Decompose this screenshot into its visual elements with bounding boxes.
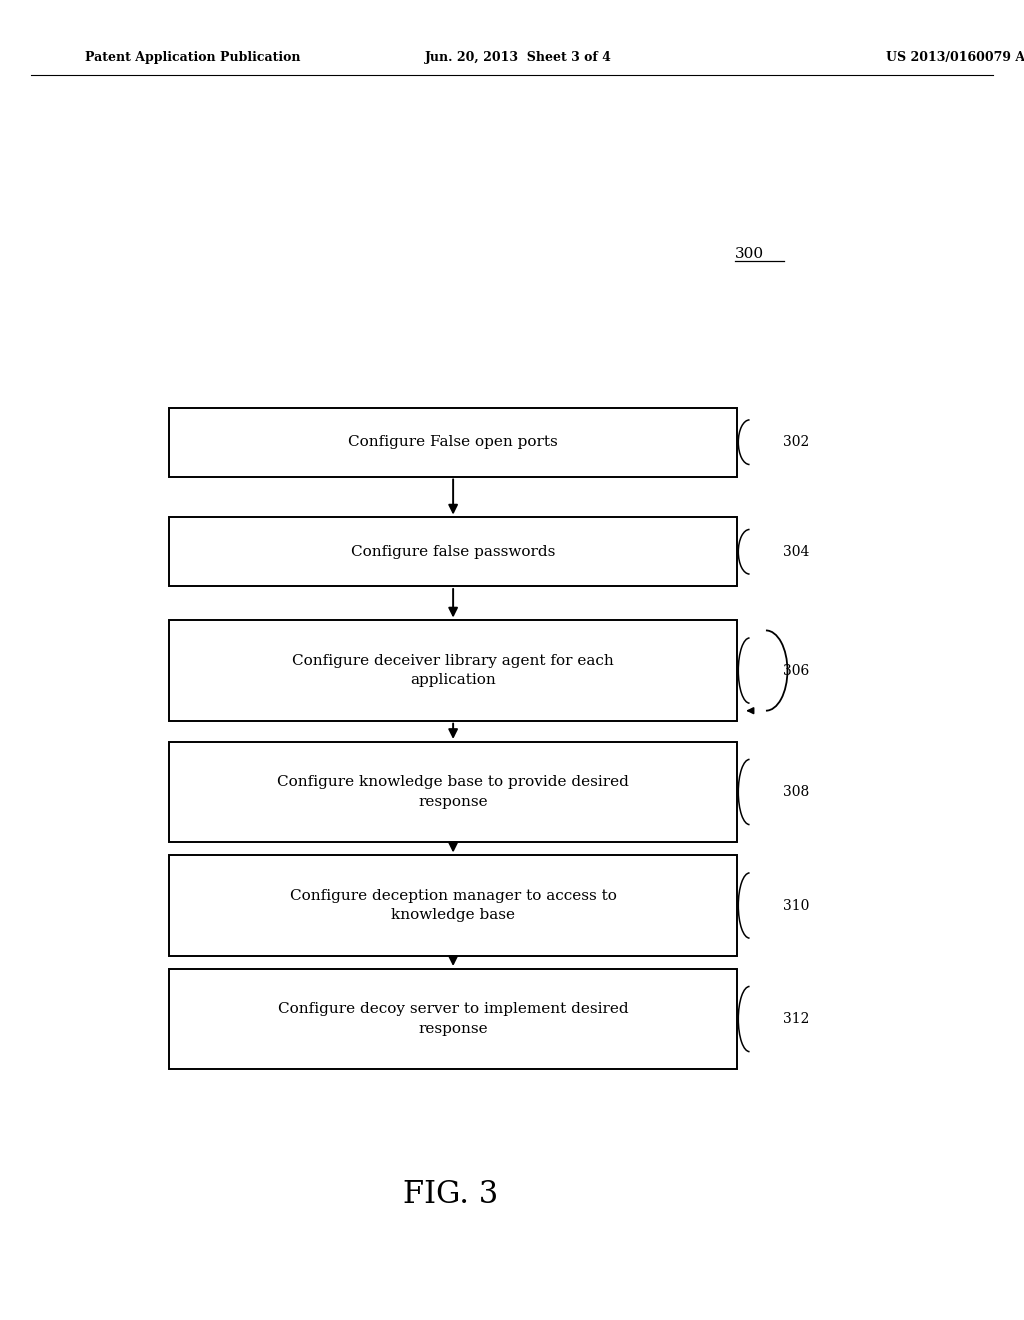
- FancyBboxPatch shape: [169, 620, 737, 721]
- Text: 310: 310: [783, 899, 810, 912]
- Text: 302: 302: [783, 436, 810, 449]
- Text: 306: 306: [783, 664, 810, 677]
- Text: Configure knowledge base to provide desired
response: Configure knowledge base to provide desi…: [278, 775, 629, 809]
- FancyBboxPatch shape: [169, 408, 737, 477]
- Text: 312: 312: [783, 1012, 810, 1026]
- Text: Configure deception manager to access to
knowledge base: Configure deception manager to access to…: [290, 888, 616, 923]
- Text: 300: 300: [735, 247, 764, 261]
- Text: Patent Application Publication: Patent Application Publication: [85, 51, 300, 63]
- FancyBboxPatch shape: [169, 855, 737, 956]
- Text: Configure false passwords: Configure false passwords: [351, 545, 555, 558]
- FancyBboxPatch shape: [169, 742, 737, 842]
- Text: 304: 304: [783, 545, 810, 558]
- Text: 308: 308: [783, 785, 810, 799]
- Text: Configure False open ports: Configure False open ports: [348, 436, 558, 449]
- Text: Configure decoy server to implement desired
response: Configure decoy server to implement desi…: [278, 1002, 629, 1036]
- Text: Configure deceiver library agent for each
application: Configure deceiver library agent for eac…: [292, 653, 614, 688]
- Text: FIG. 3: FIG. 3: [402, 1179, 499, 1210]
- FancyBboxPatch shape: [169, 969, 737, 1069]
- Text: Jun. 20, 2013  Sheet 3 of 4: Jun. 20, 2013 Sheet 3 of 4: [425, 51, 611, 63]
- Text: US 2013/0160079 A1: US 2013/0160079 A1: [886, 51, 1024, 63]
- FancyBboxPatch shape: [169, 517, 737, 586]
